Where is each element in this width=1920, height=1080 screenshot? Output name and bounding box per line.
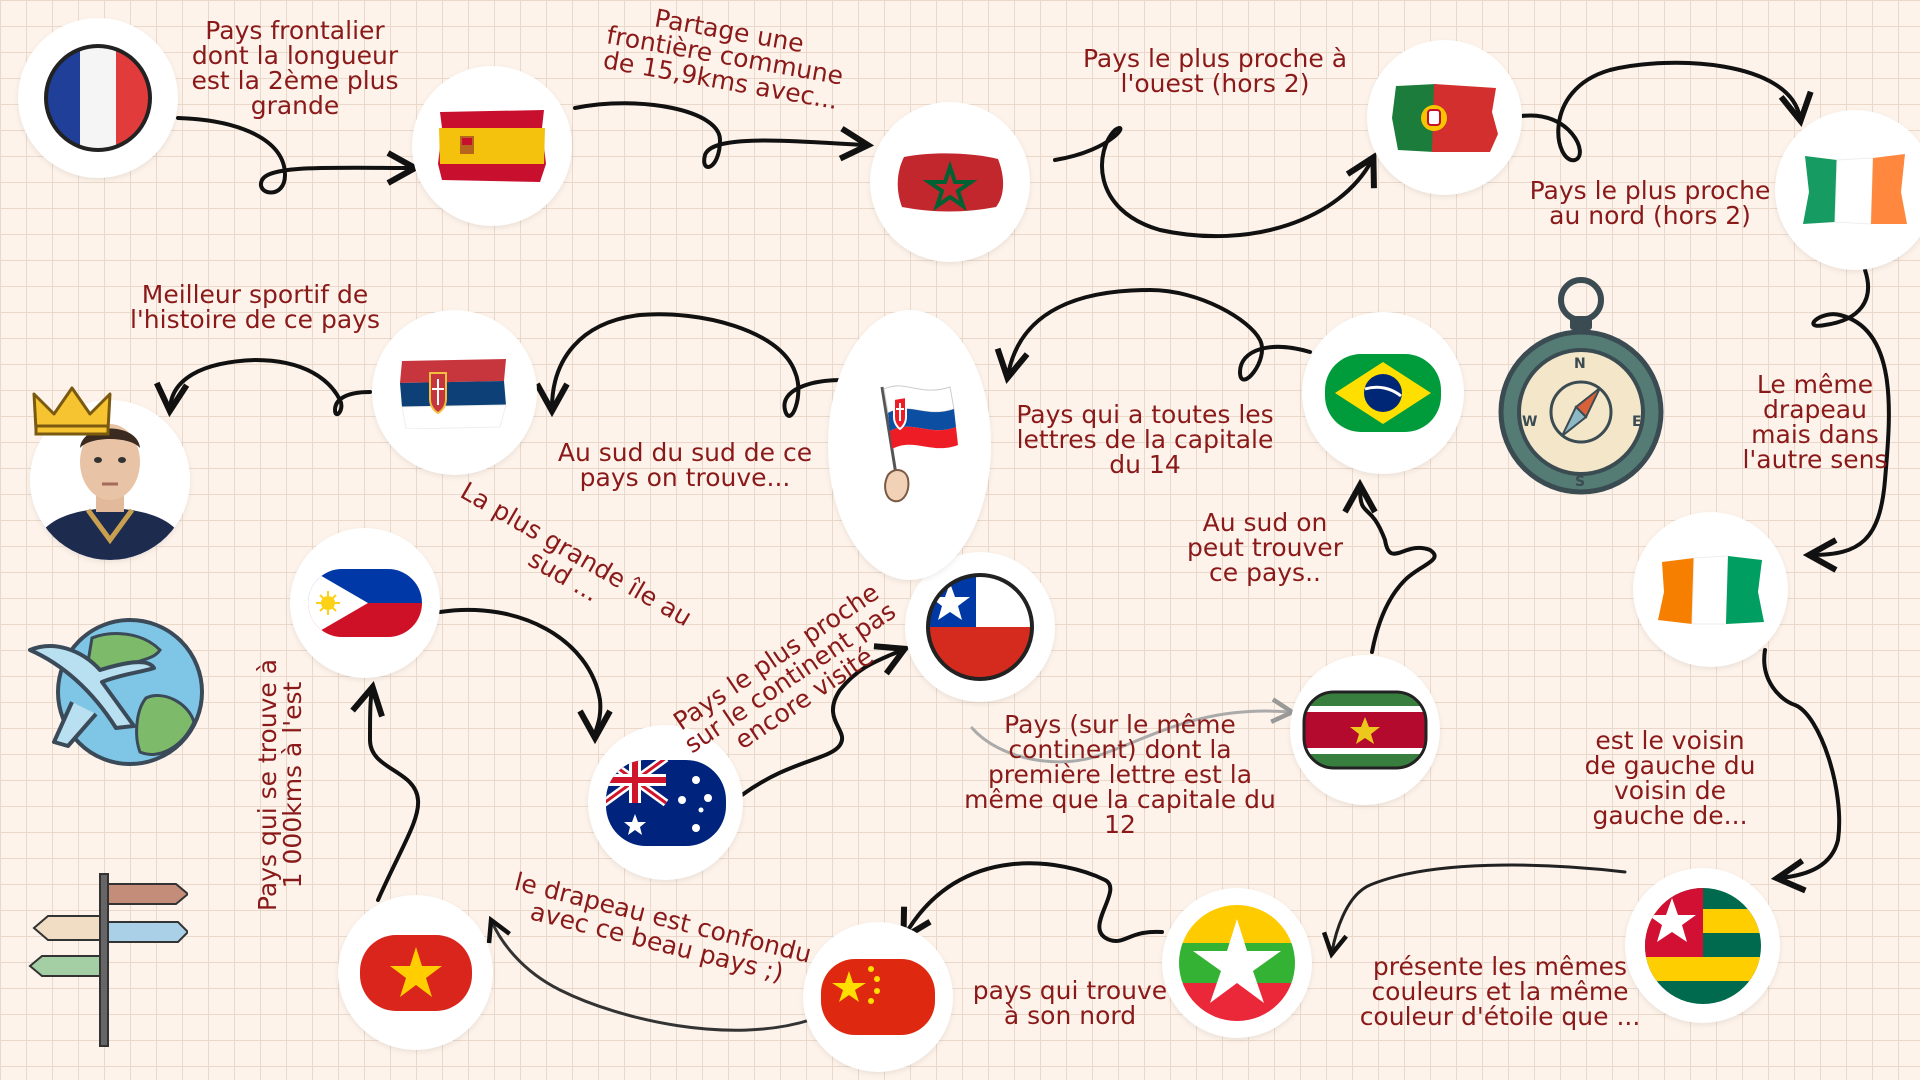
brazil-flag xyxy=(1302,312,1464,474)
compass-north-label: N xyxy=(1574,356,1586,372)
arrow-france-spain xyxy=(176,116,412,195)
arrow-suriname-brazil xyxy=(1360,488,1437,654)
label-togo-myanmar: présente les mêmes couleurs et la même c… xyxy=(1359,952,1641,1031)
spain-flag xyxy=(412,66,572,226)
arrow-vietnam-philippines xyxy=(370,690,421,902)
label-slovakia-serbia: Au sud du sud de ce pays on trouve... xyxy=(557,438,813,492)
portugal-flag xyxy=(1367,40,1522,195)
ireland-flag xyxy=(1775,110,1920,270)
arrow-spain-morocco xyxy=(573,101,865,169)
arrow-myanmar-china xyxy=(905,861,1164,944)
globe-airplane-icon xyxy=(28,618,204,766)
togo-flag xyxy=(1625,868,1780,1023)
label-vietnam-philippines: Pays qui se trouve à 1 000kms à l'est xyxy=(253,658,307,912)
serbia-flag xyxy=(372,310,537,475)
arrow-philippines-australia xyxy=(438,607,600,735)
morocco-flag xyxy=(870,102,1030,262)
label-myanmar-china: pays qui trouve à son nord xyxy=(972,976,1168,1030)
label-suriname-brazil: Au sud on peut trouver ce pays.. xyxy=(1187,508,1343,587)
arrow-ivory-togo xyxy=(1762,648,1842,878)
arrow-portugal-ireland xyxy=(1520,60,1800,163)
suriname-flag xyxy=(1290,655,1440,805)
arrow-ireland-ivory xyxy=(1812,268,1891,555)
philippines-flag xyxy=(290,528,440,678)
label-brazil-slovakia: Pays qui a toutes les lettres de la capi… xyxy=(1016,400,1274,479)
arrow-togo-myanmar xyxy=(1332,863,1627,952)
compass-west-label: W xyxy=(1522,414,1538,430)
slovakia-flag-holder xyxy=(828,310,991,580)
label-serbia-player: Meilleur sportif de l'histoire de ce pay… xyxy=(129,280,380,334)
arrow-slovakia-serbia xyxy=(552,312,844,418)
compass-south-label: S xyxy=(1575,474,1586,490)
compass-east-label: E xyxy=(1632,414,1642,430)
australia-flag xyxy=(588,725,743,880)
crown-icon xyxy=(32,386,112,436)
myanmar-flag xyxy=(1162,888,1312,1038)
signpost-icon xyxy=(28,873,188,1047)
arrow-morocco-portugal xyxy=(1053,126,1372,239)
label-france-spain: Pays frontalier dont la longueur est la … xyxy=(191,16,399,120)
vietnam-flag xyxy=(338,895,493,1050)
arrow-china-vietnam xyxy=(492,922,812,1032)
label-ivory-togo: est le voisin de gauche du voisin de gau… xyxy=(1584,726,1756,830)
chile-flag xyxy=(905,552,1055,702)
arrow-serbia-player xyxy=(170,357,372,414)
arrow-chile-suriname xyxy=(970,711,1290,764)
ivory-coast-flag xyxy=(1633,512,1788,667)
france-flag xyxy=(18,18,178,178)
compass-icon: N S E W xyxy=(1496,272,1666,512)
label-ireland-ivory: Le même drapeau mais dans l'autre sens xyxy=(1742,370,1888,474)
china-flag xyxy=(803,922,953,1072)
arrow-brazil-slovakia xyxy=(1008,287,1312,380)
arrow-australia-chile xyxy=(740,650,902,797)
label-chile-suriname: Pays (sur le même continent) dont la pre… xyxy=(964,710,1276,839)
label-morocco-portugal: Pays le plus proche à l'ouest (hors 2) xyxy=(1082,44,1348,98)
label-portugal-ireland: Pays le plus proche au nord (hors 2) xyxy=(1529,176,1771,230)
